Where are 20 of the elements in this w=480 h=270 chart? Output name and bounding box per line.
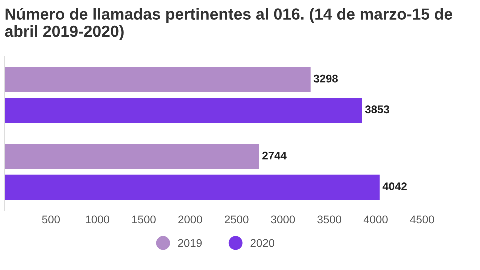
x-tick-label: 3500 xyxy=(318,216,342,224)
x-tick-label: 4000 xyxy=(364,216,388,224)
legend-label: 2019 xyxy=(178,239,202,248)
bar xyxy=(4,67,311,92)
bar xyxy=(4,144,260,170)
x-tick-label: 2500 xyxy=(225,216,249,224)
x-tick-label: 500 xyxy=(42,216,60,224)
bar xyxy=(4,174,380,200)
data-label: 2744 xyxy=(262,152,287,160)
x-tick-label: 3000 xyxy=(271,216,296,224)
x-tick-label: 4500 xyxy=(410,216,434,224)
x-tick-label: 1500 xyxy=(132,216,156,224)
data-label: 3853 xyxy=(365,106,390,114)
x-tick-label: 1000 xyxy=(86,216,110,224)
data-label: 4042 xyxy=(382,182,407,190)
data-label: 3298 xyxy=(314,74,338,83)
bar xyxy=(4,98,362,124)
legend-label: 2020 xyxy=(250,239,275,248)
x-tick-label: 2000 xyxy=(178,216,202,224)
chart-title: Número de llamadas pertinentes al 016. (14 de marzo-15 de abril 2019-2020) xyxy=(5,8,453,40)
